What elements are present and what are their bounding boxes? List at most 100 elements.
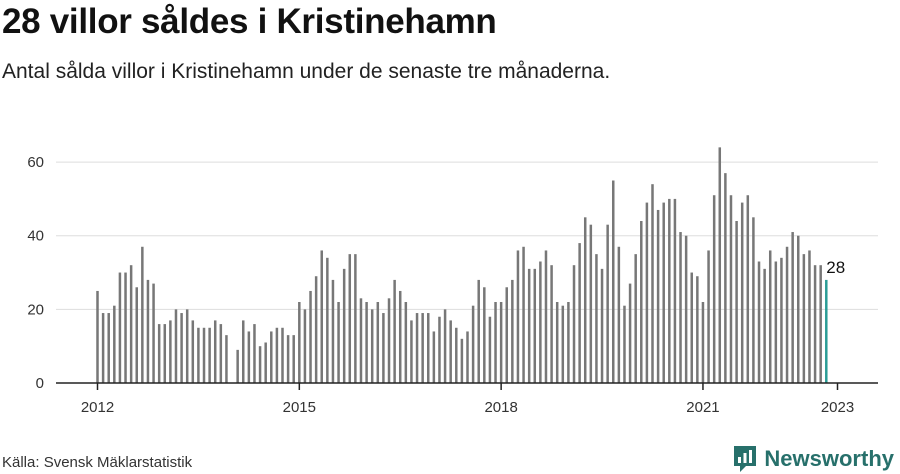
bar	[595, 254, 598, 383]
bar	[247, 331, 251, 383]
bar	[118, 272, 122, 383]
y-tick-label: 60	[27, 154, 44, 171]
bar	[651, 184, 654, 383]
bar	[404, 302, 408, 383]
bar	[634, 254, 637, 383]
bar	[438, 316, 441, 383]
bar	[623, 305, 626, 383]
bar	[768, 250, 772, 383]
bar	[124, 272, 127, 383]
bar	[494, 302, 497, 383]
bar	[320, 250, 323, 383]
bar	[286, 335, 290, 383]
bar	[309, 290, 312, 383]
newsworthy-logo-icon	[734, 446, 757, 472]
source-note: Källa: Svensk Mäklarstatistik	[2, 454, 193, 471]
newsworthy-logo-text: Newsworthy	[764, 446, 894, 471]
bar	[471, 305, 475, 383]
bar	[152, 283, 155, 383]
bar	[555, 302, 559, 383]
bar	[628, 283, 632, 383]
bar	[393, 279, 396, 383]
bar	[662, 202, 665, 383]
bar	[578, 243, 581, 383]
x-tick-label: 2023	[821, 399, 854, 416]
bar	[253, 324, 256, 383]
bar	[421, 313, 424, 383]
bar	[813, 265, 817, 383]
bar	[780, 257, 783, 383]
bar	[101, 313, 105, 383]
y-tick-label: 0	[36, 375, 44, 392]
bar	[774, 261, 778, 383]
bar	[202, 327, 206, 383]
bar	[208, 327, 211, 383]
bar	[505, 287, 508, 383]
bar	[729, 195, 733, 383]
bar	[129, 265, 133, 383]
bar	[645, 202, 649, 383]
bar	[348, 254, 352, 383]
bar	[477, 279, 480, 383]
bar	[264, 342, 267, 383]
bar	[533, 268, 537, 383]
bar	[275, 327, 279, 383]
gridlines	[56, 161, 878, 310]
bar	[763, 268, 766, 383]
bar	[707, 250, 710, 383]
bar	[180, 313, 183, 383]
bar	[370, 309, 374, 383]
bar	[298, 302, 301, 383]
newsworthy-logo[interactable]: Newsworthy	[732, 444, 894, 474]
bar	[483, 287, 486, 383]
bar	[225, 335, 228, 383]
x-tick-label: 2015	[283, 399, 316, 416]
bar	[640, 221, 643, 383]
latest-value-label: 28	[826, 258, 845, 277]
bar	[141, 246, 144, 383]
bar	[242, 320, 245, 383]
bar	[163, 324, 167, 383]
bar	[191, 320, 195, 383]
y-tick-label: 40	[27, 228, 44, 245]
bar	[342, 268, 346, 383]
bar	[746, 195, 750, 383]
bar	[527, 268, 531, 383]
x-tick-label: 2021	[686, 399, 719, 416]
bar	[174, 309, 178, 383]
bar	[757, 261, 761, 383]
bar	[606, 224, 609, 383]
bar	[544, 250, 548, 383]
bar	[326, 257, 329, 383]
bar	[387, 298, 391, 383]
bar	[410, 320, 413, 383]
bar	[785, 246, 789, 383]
bar	[113, 305, 116, 383]
bar	[213, 320, 217, 383]
bar	[668, 198, 671, 383]
bar	[724, 173, 727, 383]
bar	[107, 313, 110, 383]
bar	[516, 250, 520, 383]
bar	[522, 246, 525, 383]
bar	[797, 235, 800, 383]
bar	[550, 265, 553, 383]
bar	[656, 209, 660, 383]
bar	[617, 246, 621, 383]
bar	[701, 302, 705, 383]
bar	[572, 265, 576, 383]
bar	[258, 346, 262, 383]
bar	[718, 147, 722, 383]
bar	[696, 276, 699, 383]
bar	[415, 313, 419, 383]
bar	[808, 250, 811, 383]
bar	[337, 302, 340, 383]
bar	[791, 232, 794, 383]
bar	[365, 302, 368, 383]
bar	[752, 217, 755, 383]
bar	[331, 279, 335, 383]
bar	[427, 313, 430, 383]
bar	[690, 272, 693, 383]
bar	[376, 302, 380, 383]
bar	[466, 331, 469, 383]
